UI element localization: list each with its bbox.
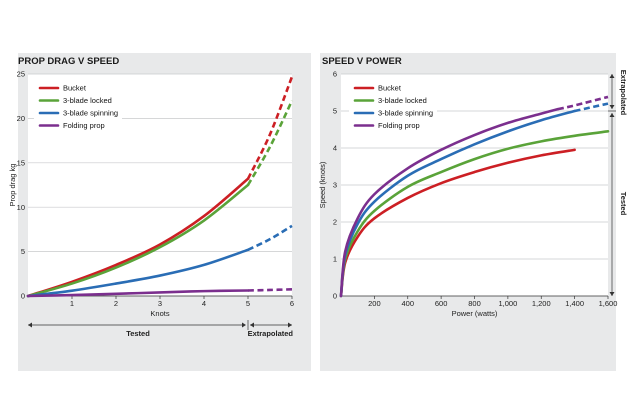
x-tick-label: 3 — [158, 299, 162, 308]
left-legend-label-bucket: Bucket — [63, 84, 87, 93]
series-line-3-blade-spinning — [339, 109, 576, 298]
left-legend-label-3-blade-locked: 3-blade locked — [63, 96, 112, 105]
x-axis-label: Power (watts) — [452, 309, 498, 318]
left-chart-panel: PROP DRAG V SPEED 0 5 10 15 20 25 1 2 3 4 5 6 Knots Pr… — [8, 53, 311, 371]
left-legend-label-folding-prop: Folding prop — [63, 121, 105, 130]
x-tick-label: 1,600 — [599, 299, 618, 308]
right-chart-panel: SPEED V POWER 0 1 2 3 4 5 6 200 400 600 800 1,000 1,2… — [318, 53, 628, 371]
chart-title: PROP DRAG V SPEED — [18, 56, 119, 67]
series-line-3-blade-spinning — [26, 248, 250, 298]
series-line-3-blade-locked — [339, 130, 610, 298]
series-line-3-blade-locked — [26, 183, 250, 298]
y-tick-label: 0 — [333, 292, 337, 301]
x-axis-label: Knots — [150, 309, 169, 318]
series-extrapolated-bucket — [246, 76, 294, 180]
speed-power-chart: SPEED V POWER 0 1 2 3 4 5 6 200 400 600 800 1,000 1,2… — [318, 56, 628, 318]
tested-arrow-top — [609, 113, 615, 117]
y-tick-label: 5 — [21, 247, 25, 256]
extrapolated-annotation: Extrapolated — [619, 70, 628, 116]
x-tick-label: 600 — [435, 299, 448, 308]
x-tick-label: 1,000 — [498, 299, 517, 308]
x-tick-label: 1,400 — [565, 299, 584, 308]
y-axis-label: Speed (knots) — [318, 161, 327, 208]
series-line-bucket — [26, 177, 250, 298]
x-tick-label: 800 — [468, 299, 481, 308]
right-legend-label-3-blade-locked: 3-blade locked — [378, 96, 427, 105]
left-legend-label-3-blade-spinning: 3-blade spinning — [63, 109, 118, 118]
y-tick-label: 20 — [17, 114, 25, 123]
right-legend-label-folding-prop: Folding prop — [378, 121, 420, 130]
x-tick-label: 400 — [401, 299, 414, 308]
y-axis-label: Prop drag kg — [8, 164, 17, 207]
x-tick-label: 4 — [202, 299, 206, 308]
series-extrapolated-folding-prop — [247, 288, 293, 292]
y-tick-label: 25 — [17, 70, 25, 79]
series-line-folding-prop — [26, 289, 250, 298]
series-extrapolated-3-blade-spinning — [574, 102, 609, 113]
series-extrapolated-3-blade-spinning — [247, 224, 293, 251]
extrapolated-arrow-right — [288, 322, 292, 328]
series-extrapolated-3-blade-locked — [246, 100, 294, 186]
y-tick-label: 3 — [333, 181, 337, 190]
extrapolated-arrow-left — [250, 322, 254, 328]
extrapolated-arrow-top — [609, 74, 615, 78]
extrapolated-annotation: Extrapolated — [248, 329, 294, 338]
tested-arrow-left — [28, 322, 32, 328]
y-tick-label: 0 — [21, 292, 25, 301]
x-tick-label: 5 — [246, 299, 250, 308]
tested-arrow-bottom — [609, 292, 615, 296]
y-tick-label: 5 — [333, 107, 337, 116]
prop-drag-chart: PROP DRAG V SPEED 0 5 10 15 20 25 1 2 3 4 5 6 Knots Pr… — [8, 56, 294, 338]
series-line-bucket — [339, 148, 576, 298]
tested-annotation: Tested — [126, 329, 150, 338]
right-legend-label-bucket: Bucket — [378, 84, 402, 93]
tested-arrow-right — [242, 322, 246, 328]
x-tick-label: 6 — [290, 299, 294, 308]
y-tick-label: 4 — [333, 144, 337, 153]
y-tick-label: 10 — [17, 203, 25, 212]
series-line-folding-prop — [339, 107, 560, 298]
series-extrapolated-folding-prop — [557, 95, 609, 111]
extrapolated-arrow-bottom — [609, 105, 615, 109]
x-tick-label: 1,200 — [532, 299, 551, 308]
y-tick-label: 2 — [333, 218, 337, 227]
tested-annotation: Tested — [619, 192, 628, 216]
right-legend-label-3-blade-spinning: 3-blade spinning — [378, 109, 433, 118]
x-tick-label: 200 — [368, 299, 381, 308]
y-tick-label: 6 — [333, 70, 337, 79]
x-tick-label: 1 — [70, 299, 74, 308]
y-tick-label: 1 — [333, 255, 337, 264]
y-tick-label: 15 — [17, 158, 25, 167]
x-tick-label: 2 — [114, 299, 118, 308]
chart-title: SPEED V POWER — [322, 56, 402, 67]
